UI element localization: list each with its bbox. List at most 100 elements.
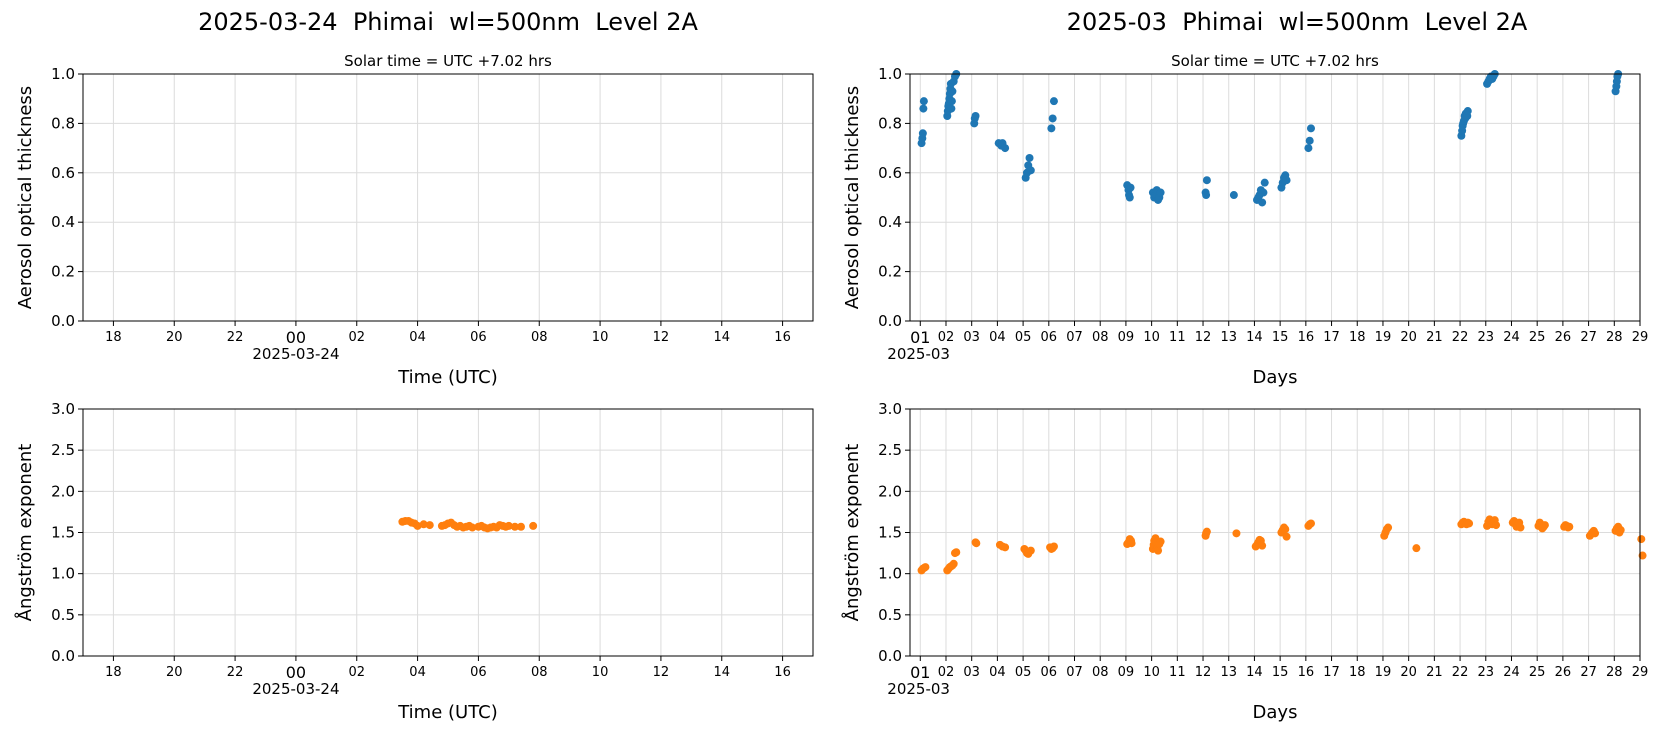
x-tick-label: 08: [531, 665, 548, 680]
data-point: [504, 521, 513, 530]
x-tick-label: 06: [470, 330, 487, 345]
x-tick-label: 08: [1092, 330, 1109, 345]
data-point: [1304, 144, 1313, 153]
x-tick-label: 18: [105, 665, 122, 680]
data-point: [1001, 543, 1010, 552]
x-tick-label: 24: [1503, 665, 1520, 680]
data-point: [921, 563, 930, 572]
y-tick-label: 1.5: [878, 524, 902, 542]
data-point: [1637, 535, 1646, 544]
x-tick-label: 16: [774, 665, 791, 680]
y-tick-label: 2.5: [51, 441, 75, 459]
x-tick-label: 10: [1143, 330, 1160, 345]
x-tick-label: 07: [1066, 330, 1083, 345]
data-point: [947, 104, 956, 113]
x-tick-label: 05: [1015, 330, 1032, 345]
x-tick-label: 22: [1452, 330, 1469, 345]
x-tick-label: 08: [531, 330, 548, 345]
x-tick-label: 02: [348, 665, 365, 680]
y-tick-label: 0.6: [51, 164, 75, 182]
x-tick-label: 15: [1272, 330, 1289, 345]
y-axis-label: Ångström exponent: [841, 444, 863, 622]
x-tick-label: 29: [1632, 665, 1649, 680]
x-tick-label: 26: [1555, 665, 1572, 680]
x-tick-label: 00: [286, 328, 306, 347]
data-point: [1306, 124, 1315, 133]
data-point: [1126, 183, 1135, 192]
y-tick-label: 1.5: [51, 524, 75, 542]
data-point: [949, 559, 958, 568]
data-point: [1384, 523, 1393, 532]
y-tick-label: 0.0: [51, 647, 75, 665]
chart-subtitle: Solar time = UTC +7.02 hrs: [1171, 52, 1379, 70]
x-tick-label: 04: [989, 330, 1006, 345]
y-tick-label: 0.6: [878, 164, 902, 182]
data-point: [1492, 521, 1501, 530]
x-tick-label: 05: [1015, 665, 1032, 680]
data-point: [413, 521, 422, 530]
data-point: [1306, 519, 1315, 528]
x-tick-label: 22: [1452, 665, 1469, 680]
data-point: [1001, 144, 1010, 153]
y-tick-label: 1.0: [51, 65, 75, 83]
y-tick-label: 0.0: [878, 312, 902, 330]
x-tick-label: 18: [1349, 665, 1366, 680]
data-point: [529, 521, 538, 530]
data-point: [1463, 107, 1472, 116]
x-tick-label: 16: [1298, 665, 1315, 680]
x-tick-label: 16: [774, 330, 791, 345]
data-point: [1282, 176, 1291, 185]
y-tick-label: 0.8: [51, 114, 75, 132]
y-tick-label: 1.0: [878, 565, 902, 583]
data-point: [1540, 521, 1549, 530]
x-date-label: 2025-03-24: [252, 680, 339, 698]
x-tick-label: 04: [409, 330, 426, 345]
y-tick-label: 0.4: [878, 213, 902, 231]
data-point: [919, 104, 928, 113]
y-tick-label: 3.0: [878, 400, 902, 418]
data-point: [948, 87, 957, 96]
x-date-label: 2025-03-24: [252, 345, 339, 363]
x-tick-label: 11: [1169, 665, 1186, 680]
y-axis-label: Aerosol optical thickness: [842, 86, 863, 309]
x-tick-label: 17: [1323, 665, 1340, 680]
x-tick-label: 20: [1400, 665, 1417, 680]
data-point: [1026, 166, 1035, 175]
x-tick-label: 06: [470, 665, 487, 680]
x-tick-label: 14: [713, 665, 730, 680]
x-tick-label: 12: [653, 665, 670, 680]
data-point: [1047, 124, 1056, 133]
data-point: [468, 523, 477, 532]
data-point: [1232, 529, 1241, 538]
data-point: [1591, 529, 1600, 538]
y-tick-label: 2.0: [51, 482, 75, 500]
x-tick-label: 14: [1246, 330, 1263, 345]
x-tick-label: 24: [1503, 330, 1520, 345]
data-point: [1025, 153, 1034, 162]
data-point: [1258, 541, 1267, 550]
x-tick-label: 20: [1400, 330, 1417, 345]
x-tick-label: 06: [1041, 330, 1058, 345]
x-tick-label: 12: [1195, 665, 1212, 680]
x-tick-label: 04: [409, 665, 426, 680]
data-point: [425, 521, 434, 530]
data-point: [971, 111, 980, 120]
data-point: [1048, 114, 1057, 123]
x-tick-label: 02: [938, 330, 955, 345]
data-point: [1305, 136, 1314, 145]
data-point: [1260, 178, 1269, 187]
data-point: [1202, 527, 1211, 536]
y-tick-label: 0.2: [878, 263, 902, 281]
x-axis-label: Time (UTC): [397, 702, 498, 723]
left-figure-title: 2025-03-24 Phimai wl=500nm Level 2A: [198, 8, 698, 36]
y-tick-label: 0.0: [51, 312, 75, 330]
x-tick-label: 28: [1606, 665, 1623, 680]
x-tick-label: 25: [1529, 665, 1546, 680]
data-point: [1049, 542, 1058, 551]
y-tick-label: 0.4: [51, 213, 75, 231]
x-tick-label: 02: [938, 665, 955, 680]
data-point: [1565, 522, 1574, 531]
x-tick-label: 06: [1041, 665, 1058, 680]
x-tick-label: 21: [1426, 330, 1443, 345]
x-tick-label: 09: [1118, 330, 1135, 345]
